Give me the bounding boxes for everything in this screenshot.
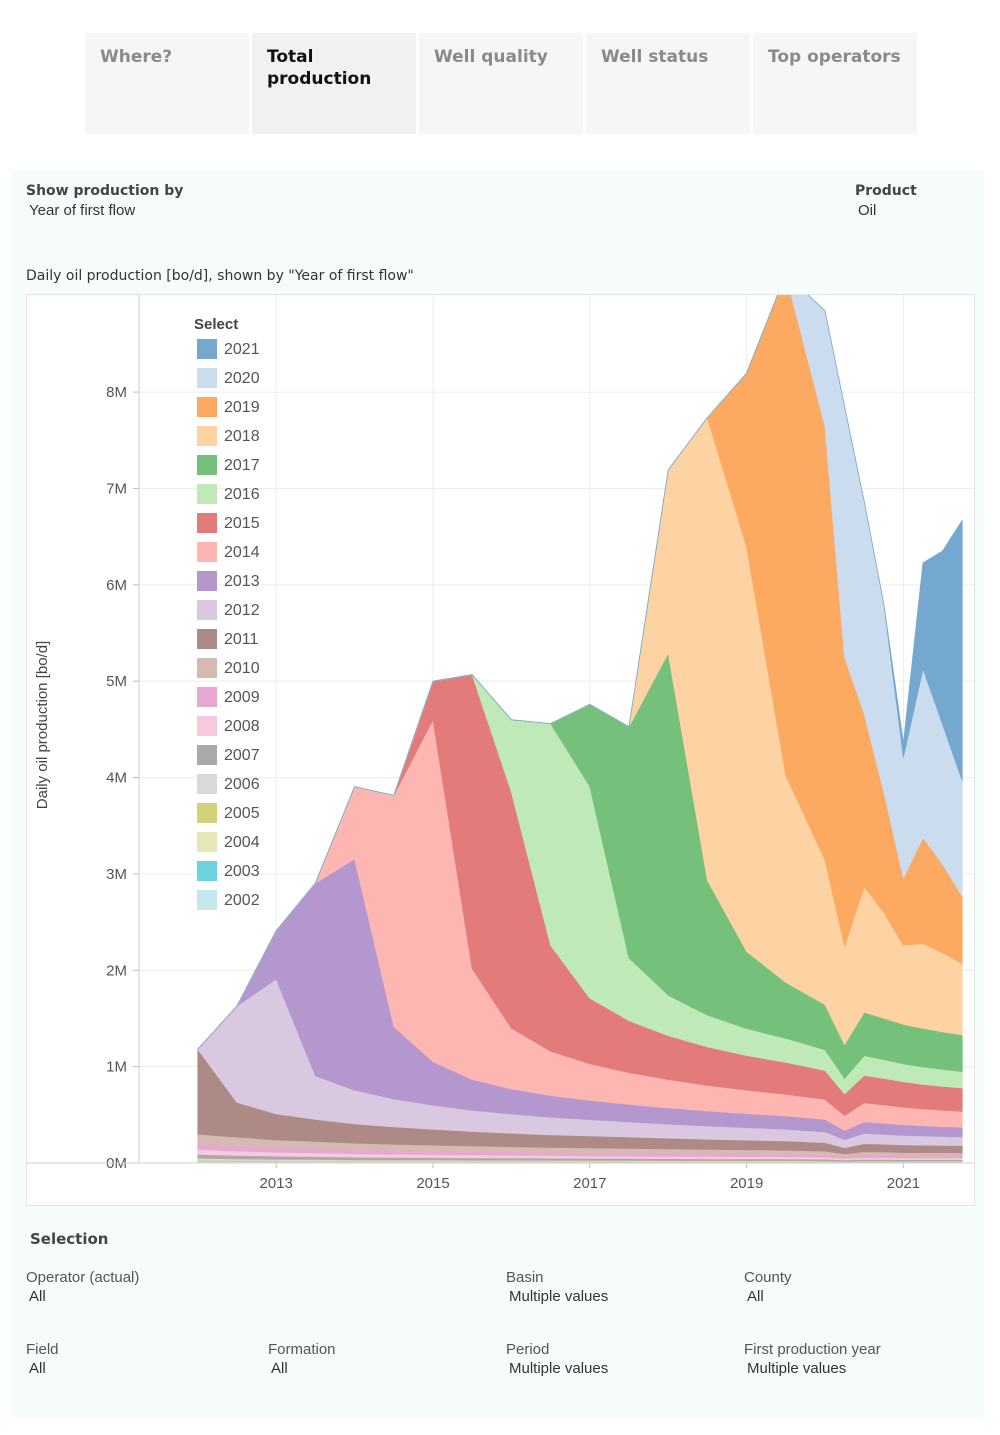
- chart-container: 0M 1M 2M 3M 4M 5M 6M 7M 8M 2013 2015 2017 2019 2021 S…: [26, 273, 975, 1206]
- operator-filter-value[interactable]: All: [29, 1288, 46, 1305]
- period-filter-value[interactable]: Multiple values: [509, 1360, 609, 1377]
- legend-swatch[interactable]: [197, 687, 217, 707]
- legend-title: Select: [194, 316, 238, 333]
- legend-swatch[interactable]: [197, 368, 217, 388]
- tab-well-status[interactable]: Well status: [586, 33, 750, 134]
- legend-swatch[interactable]: [197, 832, 217, 852]
- legend-item-label[interactable]: 2016: [224, 486, 260, 503]
- y-tick-label: 3M: [106, 866, 127, 883]
- tab-top-operators[interactable]: Top operators: [753, 33, 917, 134]
- legend-item-label[interactable]: 2002: [224, 892, 260, 909]
- tab-where[interactable]: Where?: [85, 33, 249, 134]
- y-tick-label: 2M: [106, 962, 127, 979]
- legend-item-label[interactable]: 2010: [224, 660, 260, 677]
- product-select[interactable]: Oil: [858, 202, 877, 219]
- county-filter-label: County: [744, 1269, 792, 1286]
- legend-item-label[interactable]: 2017: [224, 457, 260, 474]
- first-production-year-filter-label: First production year: [744, 1341, 881, 1358]
- x-tick-label: 2013: [260, 1175, 293, 1192]
- legend-swatch[interactable]: [197, 339, 217, 359]
- field-filter-value[interactable]: All: [29, 1360, 46, 1377]
- legend-swatch[interactable]: [197, 397, 217, 417]
- formation-filter-value[interactable]: All: [271, 1360, 288, 1377]
- legend-item-label[interactable]: 2021: [224, 341, 260, 358]
- legend-item-label[interactable]: 2008: [224, 718, 260, 735]
- chart-title: Daily oil production [bo/d], shown by "Y…: [26, 268, 414, 284]
- basin-filter-label: Basin: [506, 1269, 544, 1286]
- legend-item-label[interactable]: 2007: [224, 747, 260, 764]
- tab-well-quality[interactable]: Well quality: [419, 33, 583, 134]
- y-tick-label: 7M: [106, 480, 127, 497]
- y-tick-label: 6M: [106, 577, 127, 594]
- legend-swatch[interactable]: [197, 861, 217, 881]
- legend-swatch[interactable]: [197, 484, 217, 504]
- legend-item-label[interactable]: 2004: [224, 834, 260, 851]
- y-tick-label: 5M: [106, 673, 127, 690]
- product-label: Product: [855, 183, 917, 199]
- legend-swatch[interactable]: [197, 890, 217, 910]
- tab-bar: Where? Total production Well quality Wel…: [85, 33, 917, 134]
- y-tick-label: 8M: [106, 384, 127, 401]
- legend-swatch[interactable]: [197, 716, 217, 736]
- legend-swatch[interactable]: [197, 658, 217, 678]
- operator-filter-label: Operator (actual): [26, 1269, 140, 1286]
- legend-item-label[interactable]: 2018: [224, 428, 260, 445]
- legend-swatch[interactable]: [197, 426, 217, 446]
- area-series-2021[interactable]: [197, 273, 963, 1050]
- legend-swatch[interactable]: [197, 513, 217, 533]
- legend-item-label[interactable]: 2003: [224, 863, 260, 880]
- y-tick-label: 1M: [106, 1059, 127, 1076]
- legend-swatch[interactable]: [197, 455, 217, 475]
- legend-item-label[interactable]: 2012: [224, 602, 260, 619]
- stacked-areas: [197, 273, 963, 1164]
- legend-swatch[interactable]: [197, 745, 217, 765]
- y-tick-label: 4M: [106, 770, 127, 787]
- county-filter-value[interactable]: All: [747, 1288, 764, 1305]
- legend-swatch[interactable]: [197, 803, 217, 823]
- field-filter-label: Field: [26, 1341, 59, 1358]
- legend-swatch[interactable]: [197, 774, 217, 794]
- legend-swatch[interactable]: [197, 600, 217, 620]
- basin-filter-value[interactable]: Multiple values: [509, 1288, 609, 1305]
- legend-item-label[interactable]: 2011: [224, 631, 259, 648]
- x-tick-label: 2015: [416, 1175, 449, 1192]
- legend-swatch[interactable]: [197, 629, 217, 649]
- show-production-by-select[interactable]: Year of first flow: [29, 202, 136, 219]
- legend-item-label[interactable]: 2019: [224, 399, 260, 416]
- selection-heading: Selection: [30, 1230, 109, 1248]
- x-tick-label: 2021: [887, 1175, 920, 1192]
- legend-item-label[interactable]: 2014: [224, 544, 260, 561]
- legend-swatch[interactable]: [197, 542, 217, 562]
- legend-item-label[interactable]: 2009: [224, 689, 260, 706]
- x-tick-label: 2017: [573, 1175, 606, 1192]
- formation-filter-label: Formation: [268, 1341, 336, 1358]
- period-filter-label: Period: [506, 1341, 550, 1358]
- legend-item-label[interactable]: 2006: [224, 776, 260, 793]
- legend-item-label[interactable]: 2013: [224, 573, 260, 590]
- legend-item-label[interactable]: 2020: [224, 370, 260, 387]
- legend-item-label[interactable]: 2015: [224, 515, 260, 532]
- first-production-year-filter-value[interactable]: Multiple values: [747, 1360, 847, 1377]
- legend: Select 2021 2020 2019 2018 2017 2016 2015 2014 2…: [194, 316, 260, 910]
- tab-total-production[interactable]: Total production: [252, 33, 416, 134]
- legend-item-label[interactable]: 2005: [224, 805, 260, 822]
- show-production-by-label: Show production by: [26, 183, 184, 199]
- x-tick-label: 2019: [730, 1175, 763, 1192]
- y-axis-label: Daily oil production [bo/d]: [34, 641, 51, 809]
- legend-swatch[interactable]: [197, 571, 217, 591]
